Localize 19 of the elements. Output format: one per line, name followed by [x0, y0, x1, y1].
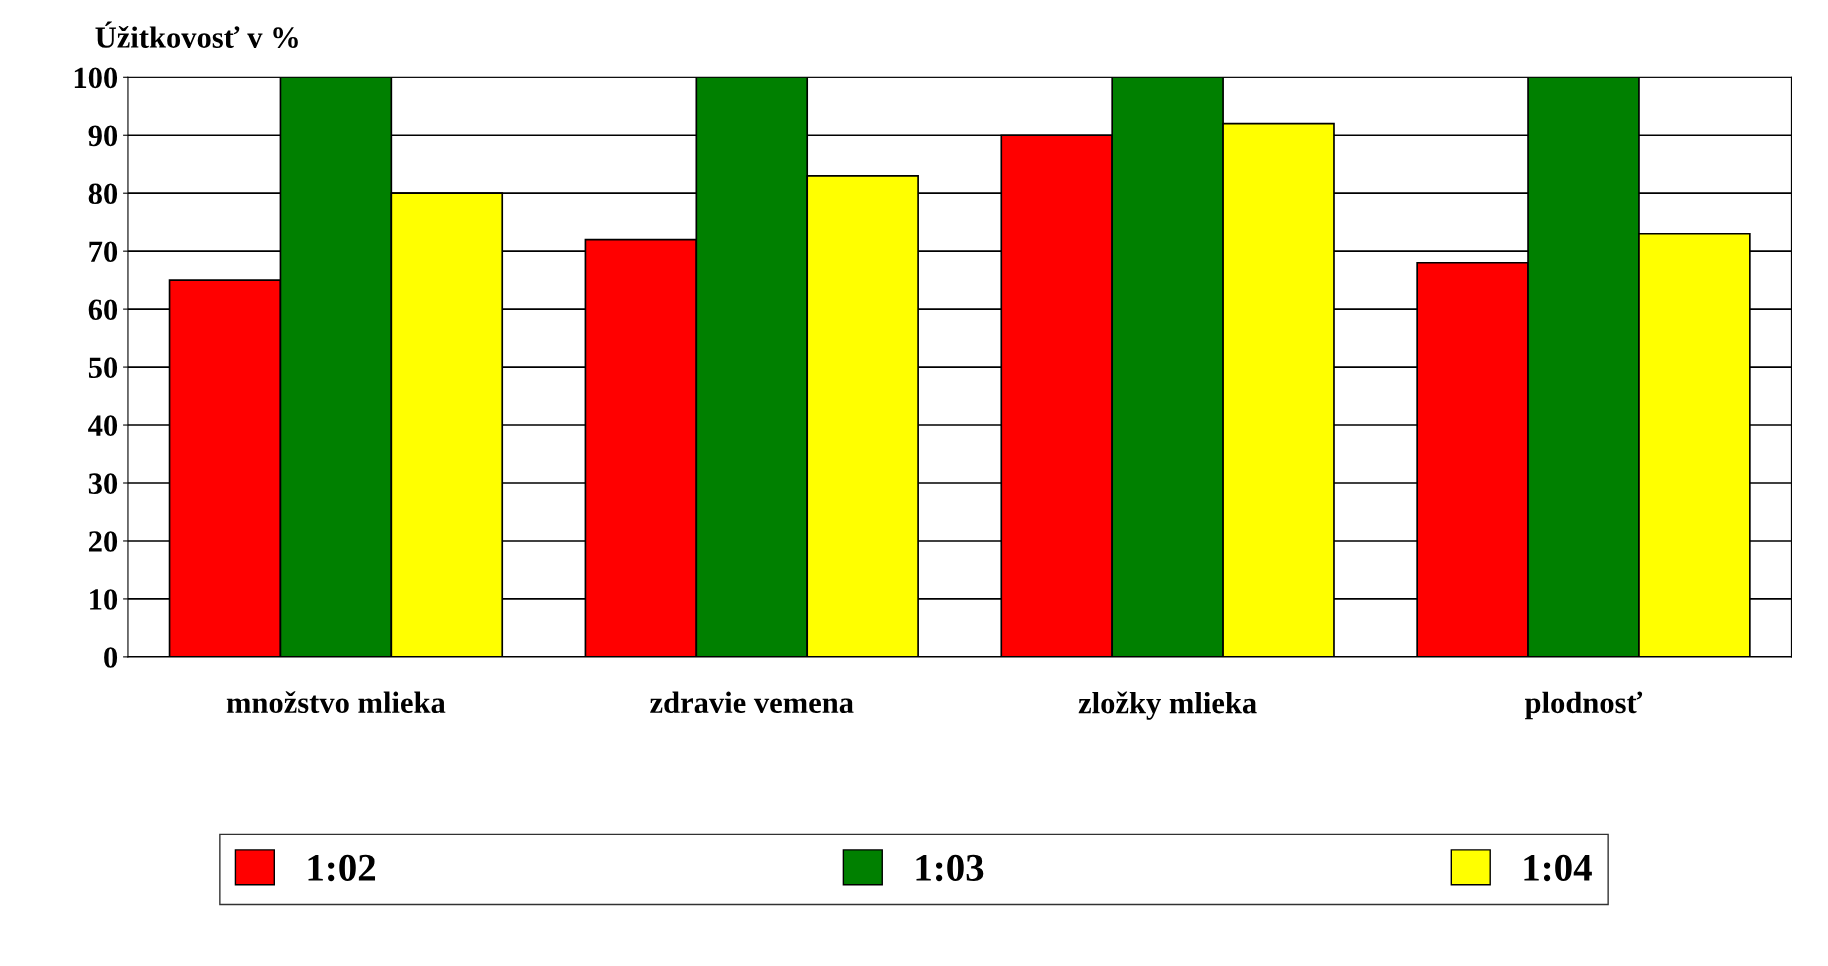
x-tick-label: zdravie vemena: [650, 691, 854, 714]
x-tick-label: množstvo mlieka: [226, 691, 446, 714]
y-tick-label: 10: [90, 589, 118, 610]
y-tick-label: 20: [88, 531, 118, 552]
y-tick-label: 90: [88, 125, 118, 147]
x-tick-label: zložky mlieka: [1078, 691, 1257, 720]
y-tick-label: 70: [89, 241, 118, 263]
y-tick-label: 50: [88, 357, 118, 378]
y-tick-label: 30: [88, 473, 118, 494]
y-tick-label: 60: [88, 299, 118, 321]
legend-label: 1:02: [308, 854, 376, 882]
legend-label: 1:03: [916, 854, 984, 882]
y-tick-label: 0: [104, 647, 118, 668]
legend-label: 1:04: [1524, 854, 1592, 882]
x-tick-label: plodnosť: [1524, 691, 1643, 720]
y-tick-label: 40: [88, 415, 118, 436]
y-axis-title: Úžitkovosť v %: [95, 21, 298, 48]
y-tick-label: 100: [74, 67, 118, 89]
y-tick-label: 80: [88, 183, 118, 205]
